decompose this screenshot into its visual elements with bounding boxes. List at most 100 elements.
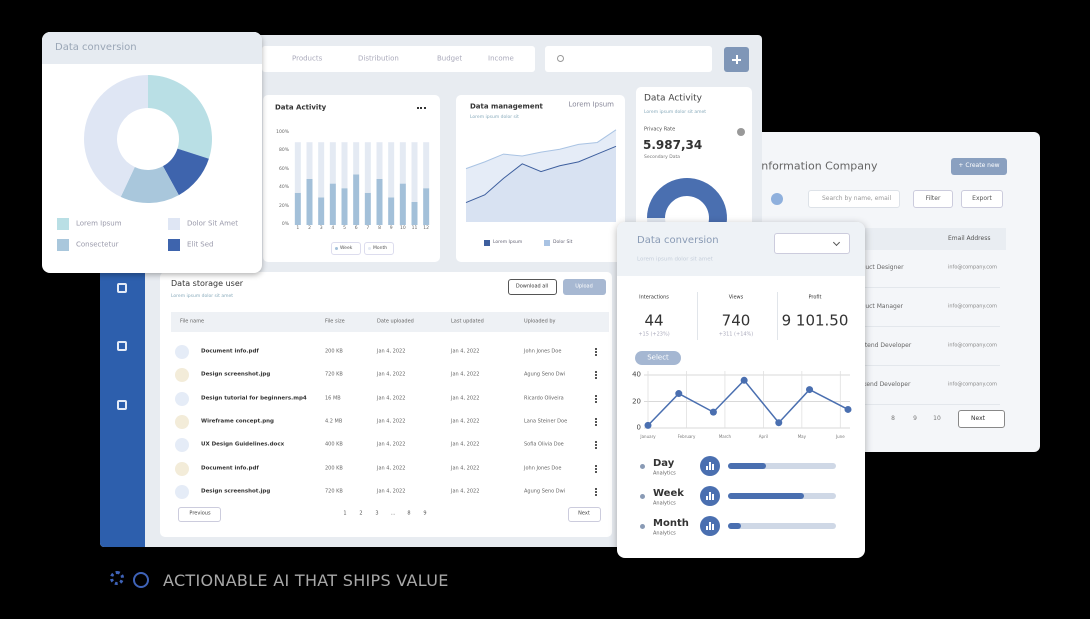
page-number[interactable]: 8 bbox=[407, 510, 411, 517]
legend-label: Elit Sed bbox=[187, 240, 214, 249]
add-button[interactable] bbox=[724, 47, 749, 72]
button-label[interactable]: Previous bbox=[189, 510, 211, 517]
table-cell: Jan 4, 2022 bbox=[451, 488, 480, 495]
bar-segment bbox=[364, 142, 371, 193]
donut-segment bbox=[148, 75, 212, 159]
page-number[interactable]: 3 bbox=[375, 510, 379, 517]
column-header: Uploaded by bbox=[524, 318, 556, 325]
button-label[interactable]: Filter bbox=[925, 195, 941, 202]
row-menu[interactable] bbox=[595, 441, 597, 450]
create-button[interactable]: + Create new bbox=[951, 158, 1007, 175]
page-number[interactable]: 1 bbox=[343, 510, 347, 517]
conversion-card: Data conversion Lorem ipsum dolor sit ame… bbox=[617, 222, 865, 558]
search-box[interactable] bbox=[808, 190, 900, 208]
export-button[interactable] bbox=[961, 190, 1003, 208]
row-menu[interactable] bbox=[595, 487, 597, 496]
row-menu[interactable] bbox=[595, 464, 597, 473]
page-number[interactable]: 9 bbox=[423, 510, 427, 517]
card-title: Data Activity bbox=[275, 103, 327, 112]
sidebar-icon[interactable] bbox=[117, 400, 127, 410]
nav-item[interactable]: Budget bbox=[437, 54, 463, 63]
row-menu[interactable] bbox=[595, 394, 597, 403]
button-label[interactable]: Export bbox=[972, 195, 992, 202]
button-label[interactable]: Select bbox=[647, 353, 669, 362]
stat-divider bbox=[777, 292, 778, 340]
y-tick-label: 20% bbox=[278, 203, 289, 209]
dropdown[interactable] bbox=[774, 233, 850, 254]
table-cell: Jan 4, 2022 bbox=[451, 348, 480, 355]
search-placeholder: Search by name, email bbox=[822, 195, 892, 202]
stat-label: Interactions bbox=[639, 294, 669, 301]
button-label[interactable]: Next bbox=[971, 415, 985, 422]
legend-label: Dolor Sit bbox=[553, 239, 573, 245]
table-cell: Agung Seno Dwi bbox=[524, 371, 566, 378]
legend-label: Month bbox=[373, 245, 388, 251]
x-tick-label: 4 bbox=[331, 225, 335, 231]
table-cell: Sofia Olivia Doe bbox=[524, 441, 564, 448]
nav-item[interactable]: Income bbox=[488, 54, 514, 63]
role-cell: Frontend Developer bbox=[852, 342, 912, 349]
progress-label: Week bbox=[653, 488, 684, 499]
row-menu[interactable] bbox=[595, 348, 597, 356]
nav-item[interactable]: Products bbox=[292, 54, 323, 63]
bar-segment bbox=[329, 183, 336, 225]
table-cell: Jan 4, 2022 bbox=[377, 418, 406, 425]
email-cell: info@company.com bbox=[948, 303, 997, 310]
x-tick-label: 2 bbox=[308, 225, 311, 231]
previous-button[interactable] bbox=[178, 507, 221, 522]
page-number[interactable]: 10 bbox=[933, 415, 941, 422]
download-button[interactable] bbox=[508, 279, 557, 295]
table-cell: Jan 4, 2022 bbox=[377, 395, 406, 402]
file-icon bbox=[175, 345, 189, 359]
legend-label: Dolor Sit Amet bbox=[187, 219, 239, 228]
upload-button[interactable] bbox=[563, 279, 606, 295]
progress-sub: Analytics bbox=[653, 500, 676, 507]
table-cell: John Jones Doe bbox=[524, 465, 562, 471]
stat-value: 740 bbox=[721, 311, 751, 330]
select-button[interactable] bbox=[635, 351, 681, 365]
analytics-icon bbox=[700, 456, 720, 476]
column-header: Email Address bbox=[948, 235, 991, 242]
search-field[interactable] bbox=[545, 46, 712, 72]
x-tick-label: 11 bbox=[411, 225, 418, 231]
card-title: Data conversion bbox=[55, 42, 137, 53]
legend-label: Consectetur bbox=[76, 240, 119, 249]
button-label[interactable]: Next bbox=[578, 510, 590, 517]
y-tick-label: 20 bbox=[632, 397, 641, 405]
circle-icon bbox=[133, 572, 149, 588]
sidebar-icon[interactable] bbox=[117, 341, 127, 351]
button-label[interactable]: Download all bbox=[515, 283, 549, 290]
chart-canvas bbox=[644, 371, 852, 429]
x-tick-label: May bbox=[797, 434, 806, 439]
table-cell: 400 KB bbox=[325, 441, 343, 448]
table-cell: Lana Steiner Doe bbox=[524, 418, 568, 425]
legend-button[interactable] bbox=[331, 242, 361, 255]
y-tick-label: 100% bbox=[276, 129, 289, 135]
filter-button[interactable] bbox=[913, 190, 953, 208]
bar-segment bbox=[376, 179, 383, 225]
stat-value: 9 101.50 bbox=[781, 311, 849, 330]
page-number[interactable]: ... bbox=[390, 510, 396, 517]
button-label[interactable]: Upload bbox=[575, 283, 593, 290]
row-menu[interactable] bbox=[595, 371, 597, 380]
button-label[interactable]: + Create new bbox=[958, 162, 1000, 169]
row-menu[interactable] bbox=[595, 417, 597, 426]
page-number[interactable]: 8 bbox=[891, 415, 895, 422]
file-icon bbox=[175, 391, 189, 406]
area-fill bbox=[466, 146, 616, 222]
sidebar-icon[interactable] bbox=[117, 283, 127, 293]
legend-button[interactable] bbox=[364, 242, 394, 255]
card-title: Data storage user bbox=[171, 279, 244, 288]
next-button[interactable] bbox=[568, 507, 601, 522]
table-cell: 4.2 MB bbox=[325, 418, 343, 425]
legend-swatch bbox=[368, 247, 371, 250]
legend-swatch bbox=[57, 239, 69, 251]
donut-segment bbox=[647, 177, 728, 242]
page-number[interactable]: 9 bbox=[913, 415, 917, 422]
bar-segment bbox=[341, 188, 348, 225]
nav-item[interactable]: Distribution bbox=[358, 54, 399, 63]
table-cell: 720 KB bbox=[325, 488, 343, 495]
table-cell: 200 KB bbox=[325, 465, 343, 471]
next-button[interactable] bbox=[958, 410, 1005, 428]
page-number[interactable]: 2 bbox=[359, 510, 363, 517]
